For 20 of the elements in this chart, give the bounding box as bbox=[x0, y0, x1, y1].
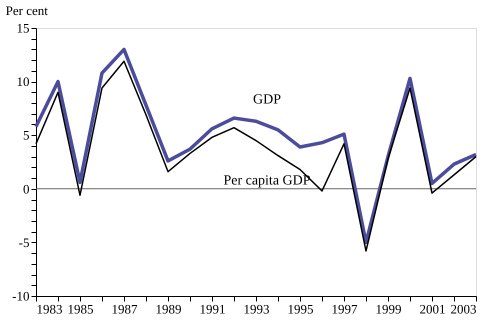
y-axis-title: Per cent bbox=[6, 3, 48, 18]
y-tick-label: 15 bbox=[16, 20, 30, 36]
x-tick-label: 1993 bbox=[244, 302, 270, 316]
x-tick-label: 1983 bbox=[36, 302, 62, 316]
x-tick-label: 1987 bbox=[112, 302, 138, 316]
y-tick-label: -10 bbox=[12, 288, 30, 304]
x-tick-label: 2003 bbox=[450, 302, 476, 316]
x-tick-label: 2001 bbox=[420, 302, 446, 316]
y-tick-label: 10 bbox=[16, 74, 30, 90]
series-label: Per capita GDP bbox=[223, 174, 311, 189]
x-tick-label: 1991 bbox=[200, 302, 226, 316]
y-tick-label: 5 bbox=[23, 128, 30, 143]
y-tick-label: -5 bbox=[18, 234, 30, 250]
x-tick-label: 1989 bbox=[156, 302, 182, 316]
series-label: GDP bbox=[252, 92, 282, 108]
x-tick-label: 1985 bbox=[68, 302, 94, 316]
x-tick-label: 1995 bbox=[288, 302, 314, 316]
x-tick-label: 1999 bbox=[376, 302, 402, 316]
x-tick-label: 1997 bbox=[332, 302, 358, 316]
y-tick-label: 0 bbox=[23, 181, 30, 196]
